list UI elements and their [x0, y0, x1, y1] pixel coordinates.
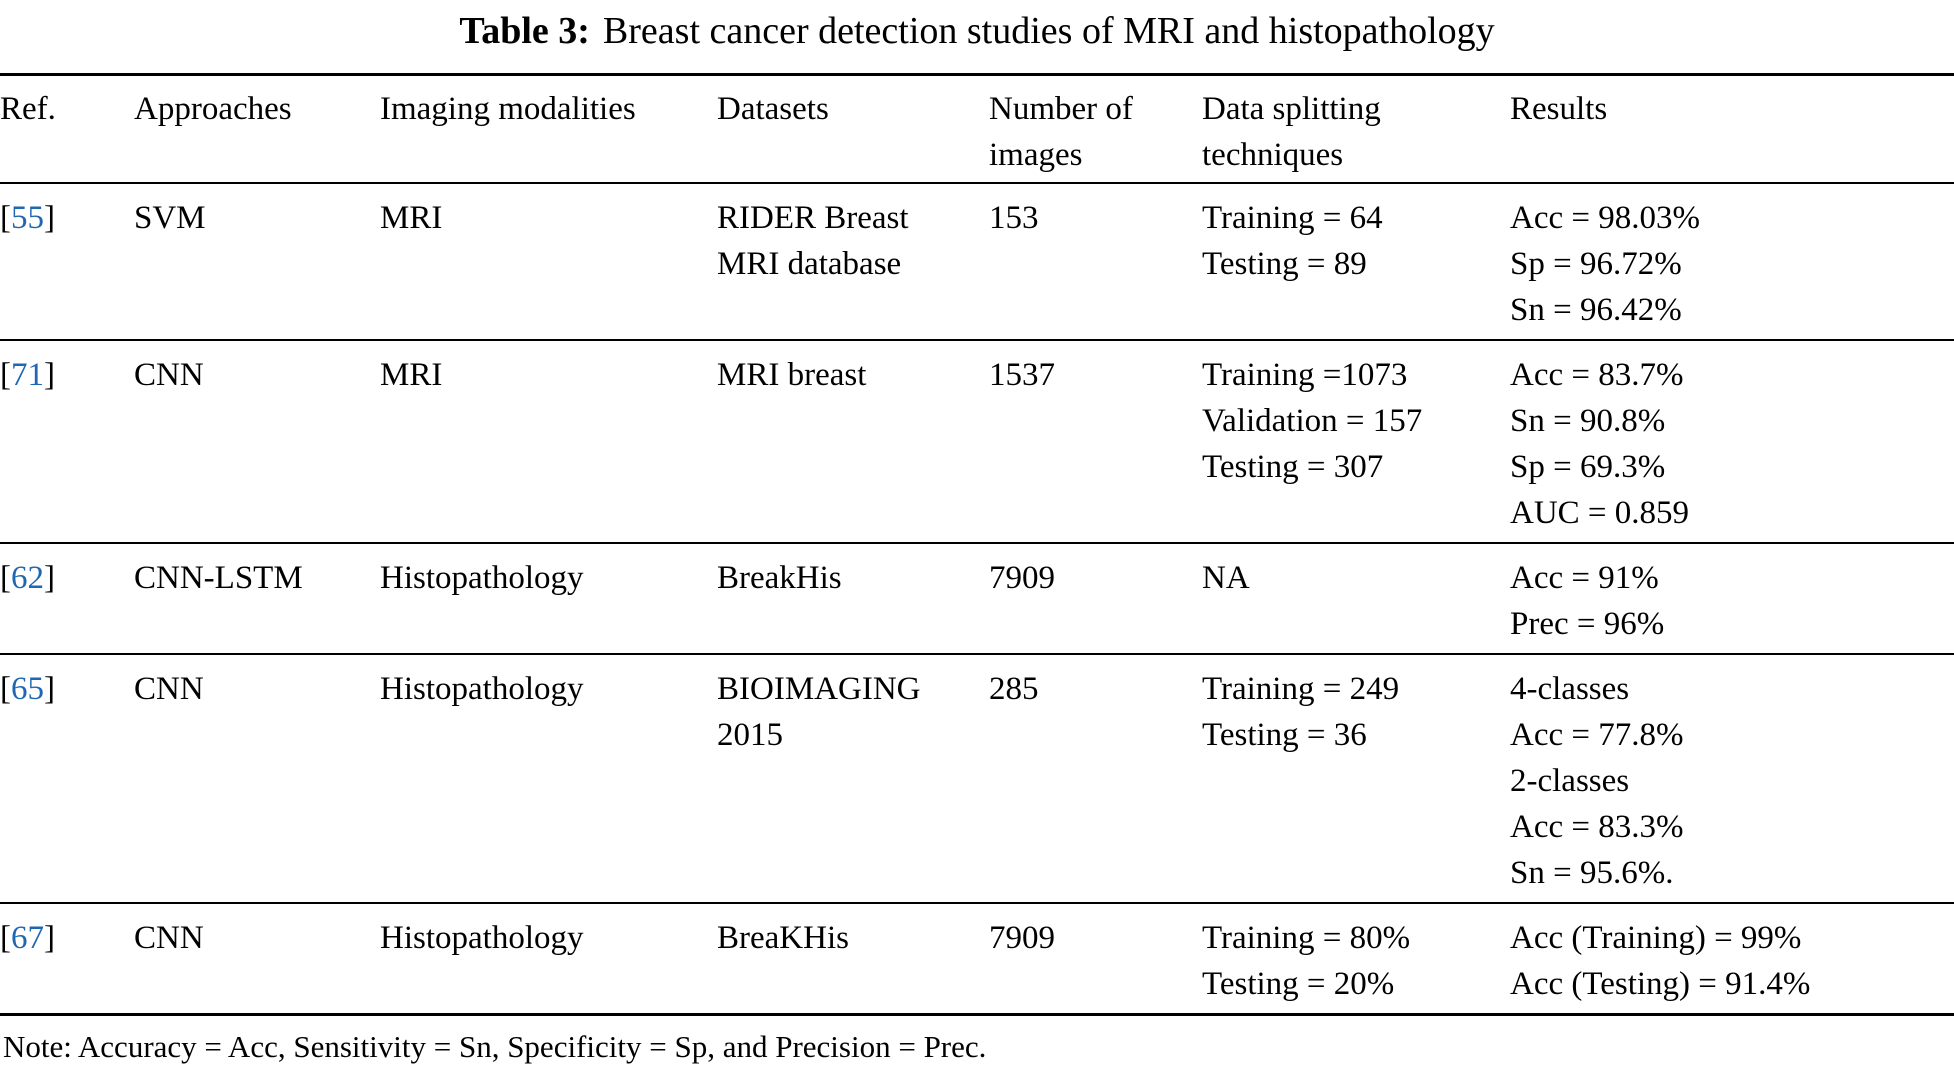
modality-cell: Histopathology [380, 920, 584, 956]
approaches-cell: CNN [134, 340, 380, 544]
modality-cell: Histopathology [380, 543, 717, 655]
num-images-cell: 285 [989, 654, 1202, 904]
citation-link[interactable]: 67 [11, 920, 44, 956]
citation-link[interactable]: 55 [11, 200, 44, 236]
table-row: [71] CNN MRI MRI breast 1537 Training =1… [0, 340, 1954, 544]
table-row: [62] CNN-LSTM Histopathology BreakHis 79… [0, 543, 1954, 655]
ref-bracket-open: [ [0, 560, 11, 596]
citation-link[interactable]: 62 [11, 560, 44, 596]
ref-cell: [67] [0, 903, 134, 1015]
ref-bracket-open: [ [0, 920, 11, 956]
citation-link[interactable]: 71 [11, 357, 44, 393]
table-header: Ref. Approaches Imaging modalities Datas… [0, 74, 1954, 184]
approaches-cell: CNN [134, 920, 204, 956]
approaches-cell: CNN [134, 654, 380, 904]
splitting-cell: Training = 64 Testing = 89 [1202, 183, 1510, 341]
dataset-cell: MRI breast [717, 340, 989, 544]
ref-bracket-open: [ [0, 357, 11, 393]
results-cell: Acc = 91% Prec = 96% [1510, 543, 1954, 655]
num-images-cell: 7909 [989, 543, 1202, 655]
col-header-results: Results [1510, 74, 1954, 184]
table-title-label: Table 3: [459, 10, 590, 52]
ref-bracket-close: ] [44, 357, 55, 393]
col-header-datasets: Datasets [717, 74, 989, 184]
ref-bracket-close: ] [44, 671, 55, 707]
ref-cell: [65] [0, 654, 134, 904]
col-header-number-of-images: Number of images [989, 74, 1202, 184]
studies-table: Ref. Approaches Imaging modalities Datas… [0, 73, 1954, 1016]
splitting-cell: Training =1073 Validation = 157 Testing … [1202, 340, 1510, 544]
results-cell: Acc = 98.03% Sp = 96.72% Sn = 96.42% [1510, 183, 1954, 341]
splitting-cell: NA [1202, 543, 1510, 655]
ref-bracket-close: ] [44, 560, 55, 596]
approaches-cell: SVM [134, 183, 380, 341]
table-title: Table 3: Breast cancer detection studies … [0, 0, 1954, 54]
splitting-cell: Training = 249 Testing = 36 [1202, 654, 1510, 904]
approaches-cell: CNN-LSTM [134, 543, 380, 655]
ref-cell: [71] [0, 340, 134, 544]
header-row: Ref. Approaches Imaging modalities Datas… [0, 74, 1954, 184]
num-images-cell: 1537 [989, 340, 1202, 544]
num-images-cell: 7909 [989, 920, 1055, 956]
col-header-data-splitting: Data splitting techniques [1202, 74, 1510, 184]
dataset-cell: BIOIMAGING 2015 [717, 654, 989, 904]
ref-bracket-open: [ [0, 671, 11, 707]
table-row: [55] SVM MRI RIDER Breast MRI database 1… [0, 183, 1954, 341]
modality-cell: MRI [380, 340, 717, 544]
col-header-ref: Ref. [0, 74, 134, 184]
table-row: [65] CNN Histopathology BIOIMAGING 2015 … [0, 654, 1954, 904]
ref-cell: [55] [0, 183, 134, 341]
table-title-text: Breast cancer detection studies of MRI a… [602, 10, 1495, 52]
results-cell: 4-classes Acc = 77.8% 2-classes Acc = 83… [1510, 654, 1954, 904]
results-cell: Acc = 83.7% Sn = 90.8% Sp = 69.3% AUC = … [1510, 340, 1954, 544]
citation-link[interactable]: 65 [11, 671, 44, 707]
dataset-cell: RIDER Breast MRI database [717, 183, 989, 341]
results-cell: Acc (Training) = 99% Acc (Testing) = 91.… [1510, 920, 1811, 1002]
dataset-cell: BreaKHis [717, 920, 849, 956]
col-header-approaches: Approaches [134, 74, 380, 184]
col-header-imaging-modalities: Imaging modalities [380, 74, 717, 184]
table-body: [55] SVM MRI RIDER Breast MRI database 1… [0, 183, 1954, 1015]
ref-bracket-open: [ [0, 200, 11, 236]
ref-bracket-close: ] [44, 200, 55, 236]
dataset-cell: BreakHis [717, 543, 989, 655]
table-note: Note: Accuracy = Acc, Sensitivity = Sn, … [3, 1029, 987, 1064]
table-row: [67] CNN Histopathology BreaKHis 7909 Tr… [0, 903, 1954, 1015]
modality-cell: MRI [380, 183, 717, 341]
ref-cell: [62] [0, 543, 134, 655]
ref-bracket-close: ] [44, 920, 55, 956]
splitting-cell: Training = 80% Testing = 20% [1202, 920, 1411, 1002]
num-images-cell: 153 [989, 183, 1202, 341]
modality-cell: Histopathology [380, 654, 717, 904]
